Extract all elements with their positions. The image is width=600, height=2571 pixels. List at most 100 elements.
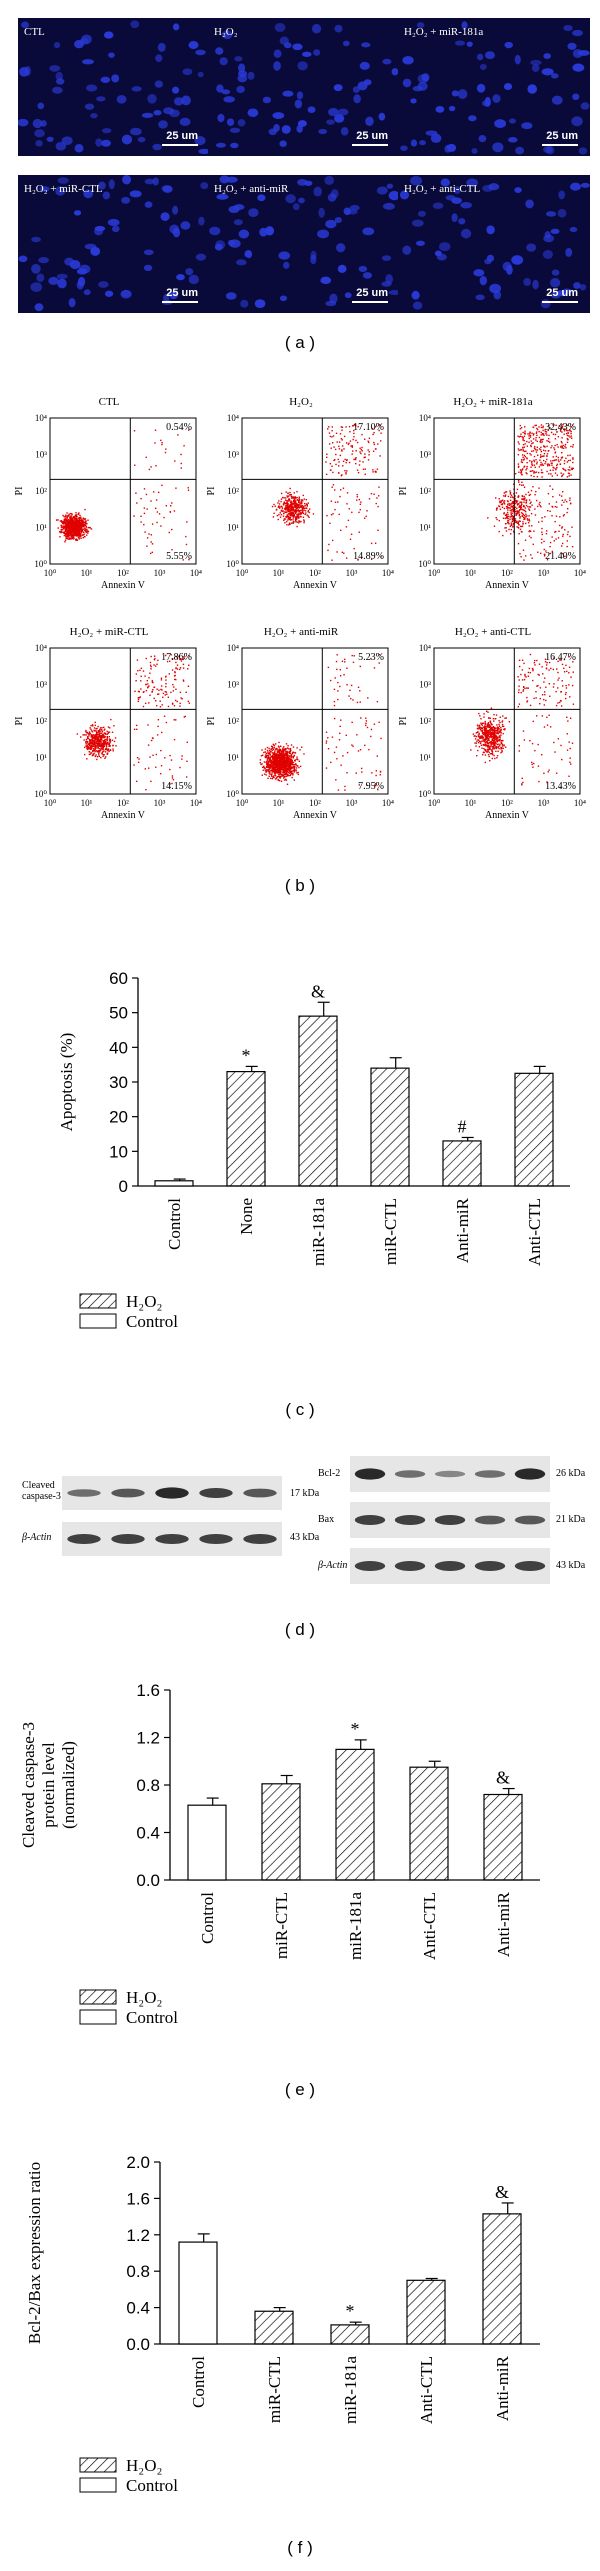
event-dot	[377, 505, 379, 508]
event-dot	[288, 522, 291, 524]
event-dot	[288, 498, 291, 501]
event-dot	[165, 685, 167, 688]
event-dot	[293, 502, 295, 505]
event-dot	[356, 469, 359, 471]
event-dot	[546, 453, 549, 455]
nucleus	[46, 136, 54, 142]
nucleus	[402, 55, 414, 65]
event-dot	[289, 509, 291, 511]
event-dot	[90, 736, 92, 738]
event-dot	[559, 459, 562, 461]
event-dot	[524, 555, 527, 557]
event-dot	[102, 744, 104, 747]
event-dot	[557, 446, 559, 448]
event-dot	[163, 715, 166, 717]
event-dot	[269, 758, 272, 761]
event-dot	[518, 503, 520, 505]
event-dot	[171, 502, 173, 504]
event-dot	[75, 512, 77, 514]
event-dot	[559, 429, 562, 431]
nucleus	[508, 118, 516, 124]
event-dot	[170, 654, 172, 656]
event-dot	[77, 527, 79, 529]
event-dot	[286, 773, 288, 776]
x-tick-label: 10³	[154, 798, 166, 808]
event-dot	[370, 728, 373, 731]
event-dot	[368, 437, 371, 439]
event-dot	[293, 506, 296, 508]
event-dot	[499, 737, 501, 739]
event-dot	[60, 521, 63, 523]
event-dot	[518, 436, 521, 438]
event-dot	[503, 513, 505, 515]
event-dot	[85, 745, 87, 747]
event-dot	[277, 502, 279, 504]
event-dot	[180, 467, 183, 469]
event-dot	[506, 505, 509, 507]
event-dot	[517, 465, 520, 468]
event-dot	[569, 430, 571, 432]
event-dot	[511, 514, 513, 517]
event-dot	[74, 531, 77, 534]
event-dot	[278, 776, 281, 779]
event-dot	[498, 505, 500, 507]
event-dot	[564, 555, 566, 558]
event-dot	[326, 453, 328, 455]
event-dot	[555, 459, 558, 461]
event-dot	[496, 509, 498, 511]
event-dot	[298, 507, 300, 509]
event-dot	[278, 764, 281, 767]
event-dot	[150, 666, 152, 668]
event-dot	[183, 657, 186, 660]
x-tick-label: 10³	[538, 568, 550, 578]
event-dot	[539, 552, 542, 555]
event-dot	[552, 460, 554, 462]
event-dot	[66, 538, 69, 540]
event-dot	[371, 772, 373, 774]
flow-title: H₂O₂ + anti-miR	[263, 626, 339, 638]
event-dot	[261, 754, 264, 756]
event-dot	[568, 435, 570, 437]
event-dot	[102, 750, 104, 753]
event-dot	[288, 760, 291, 763]
event-dot	[85, 734, 87, 736]
event-dot	[491, 757, 494, 760]
event-dot	[66, 519, 68, 522]
nucleus	[572, 93, 580, 101]
nucleus	[479, 275, 487, 286]
event-dot	[103, 745, 105, 747]
event-dot	[285, 770, 287, 772]
event-dot	[265, 752, 268, 755]
event-dot	[94, 755, 97, 758]
y-tick-label: 10²	[35, 486, 47, 496]
event-dot	[180, 658, 182, 660]
event-dot	[533, 472, 535, 474]
event-dot	[354, 424, 357, 427]
event-dot	[522, 431, 524, 434]
event-dot	[526, 518, 529, 520]
event-dot	[283, 764, 285, 766]
event-dot	[87, 732, 89, 735]
event-dot	[161, 484, 163, 487]
event-dot	[570, 445, 572, 448]
event-dot	[339, 675, 342, 677]
event-dot	[108, 735, 110, 738]
event-dot	[149, 672, 151, 674]
event-dot	[71, 536, 74, 539]
nucleus	[458, 218, 466, 225]
event-dot	[516, 520, 518, 522]
event-dot	[57, 519, 59, 521]
event-dot	[72, 519, 75, 521]
event-dot	[280, 759, 282, 761]
event-dot	[483, 739, 486, 741]
event-dot	[291, 776, 293, 779]
event-dot	[104, 736, 106, 739]
event-dot	[308, 508, 311, 510]
event-dot	[490, 736, 493, 739]
nuclei-image	[18, 20, 210, 154]
event-dot	[265, 765, 268, 768]
event-dot	[499, 731, 501, 733]
event-dot	[67, 522, 69, 525]
event-dot	[273, 745, 276, 747]
